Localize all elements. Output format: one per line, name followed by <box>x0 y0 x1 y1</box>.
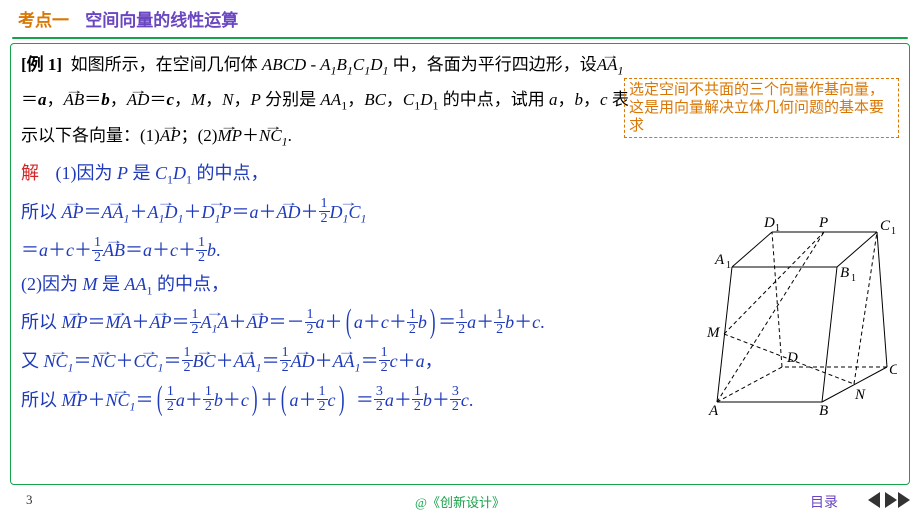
sol-line2-prefix: 所以 <box>21 202 57 222</box>
svg-text:1: 1 <box>775 223 780 234</box>
sol-line5-prefix: 所以 <box>21 312 57 332</box>
example-tag: [例 1] <box>21 55 62 74</box>
solid-name: ABCD - A1B1C1D1 <box>262 55 393 74</box>
fig-label-A1: A <box>714 252 725 268</box>
footer-brand: @《创新设计》 <box>415 492 505 511</box>
section-title: 空间向量的线性运算 <box>85 11 238 30</box>
content-box: [例 1] 如图所示，在空间几何体 ABCD - A1B1C1D1 中，各面为平… <box>10 43 910 485</box>
solution-label: 解 <box>21 163 39 183</box>
vec-AP: AP <box>160 121 181 151</box>
fig-label-N: N <box>854 387 866 403</box>
vec-AA1: AA1 <box>597 50 624 85</box>
figure-parallelepiped: D1 P C1 A1 B1 M D C N A B <box>697 202 897 422</box>
problem-text: 的中点，试用 <box>443 90 545 109</box>
fig-label-B1: B <box>840 265 849 281</box>
fig-label-P: P <box>818 215 828 231</box>
side-note: 选定空间不共面的三个向量作基向量，这是用向量解决立体几何问题的基本要求 <box>624 78 899 138</box>
sol-line1: (1)因为 P 是 C1D1 的中点， <box>56 163 269 183</box>
section-divider <box>12 37 908 39</box>
sol-line8-prefix: 所以 <box>21 390 57 410</box>
svg-text:1: 1 <box>851 273 856 284</box>
svg-text:1: 1 <box>726 260 731 271</box>
fig-label-C: C <box>889 362 897 378</box>
vec-AB: AB <box>64 85 85 115</box>
problem-text: 示以下各向量：(1) <box>21 126 160 145</box>
svg-text:1: 1 <box>891 226 896 237</box>
nav-last-icon[interactable] <box>898 492 910 508</box>
vec-NC1: NC1 <box>259 121 288 156</box>
problem-text: 如图所示，在空间几何体 <box>71 55 258 74</box>
toc-link[interactable]: 目录 <box>810 492 838 512</box>
fig-label-A: A <box>708 403 719 419</box>
fig-label-M: M <box>706 325 721 341</box>
section-label: 考点一 <box>18 11 69 30</box>
vec-MP: MP <box>217 121 242 151</box>
fig-label-C1: C <box>880 218 891 234</box>
vec-AD: AD <box>127 85 150 115</box>
problem-text: 中，各面为平行四边形，设 <box>393 55 597 74</box>
sol-line4: (2)因为 M 是 AA1 的中点， <box>21 274 229 294</box>
page-number: 3 <box>26 492 33 508</box>
nav-prev-icon[interactable] <box>868 492 880 508</box>
problem-text: 分别是 <box>265 90 316 109</box>
nav-next-icon[interactable] <box>885 492 897 508</box>
fig-label-D1: D <box>763 215 775 231</box>
fig-label-B: B <box>819 403 828 419</box>
fig-label-D: D <box>786 350 798 366</box>
footer: 3 @《创新设计》 目录 <box>0 492 920 514</box>
